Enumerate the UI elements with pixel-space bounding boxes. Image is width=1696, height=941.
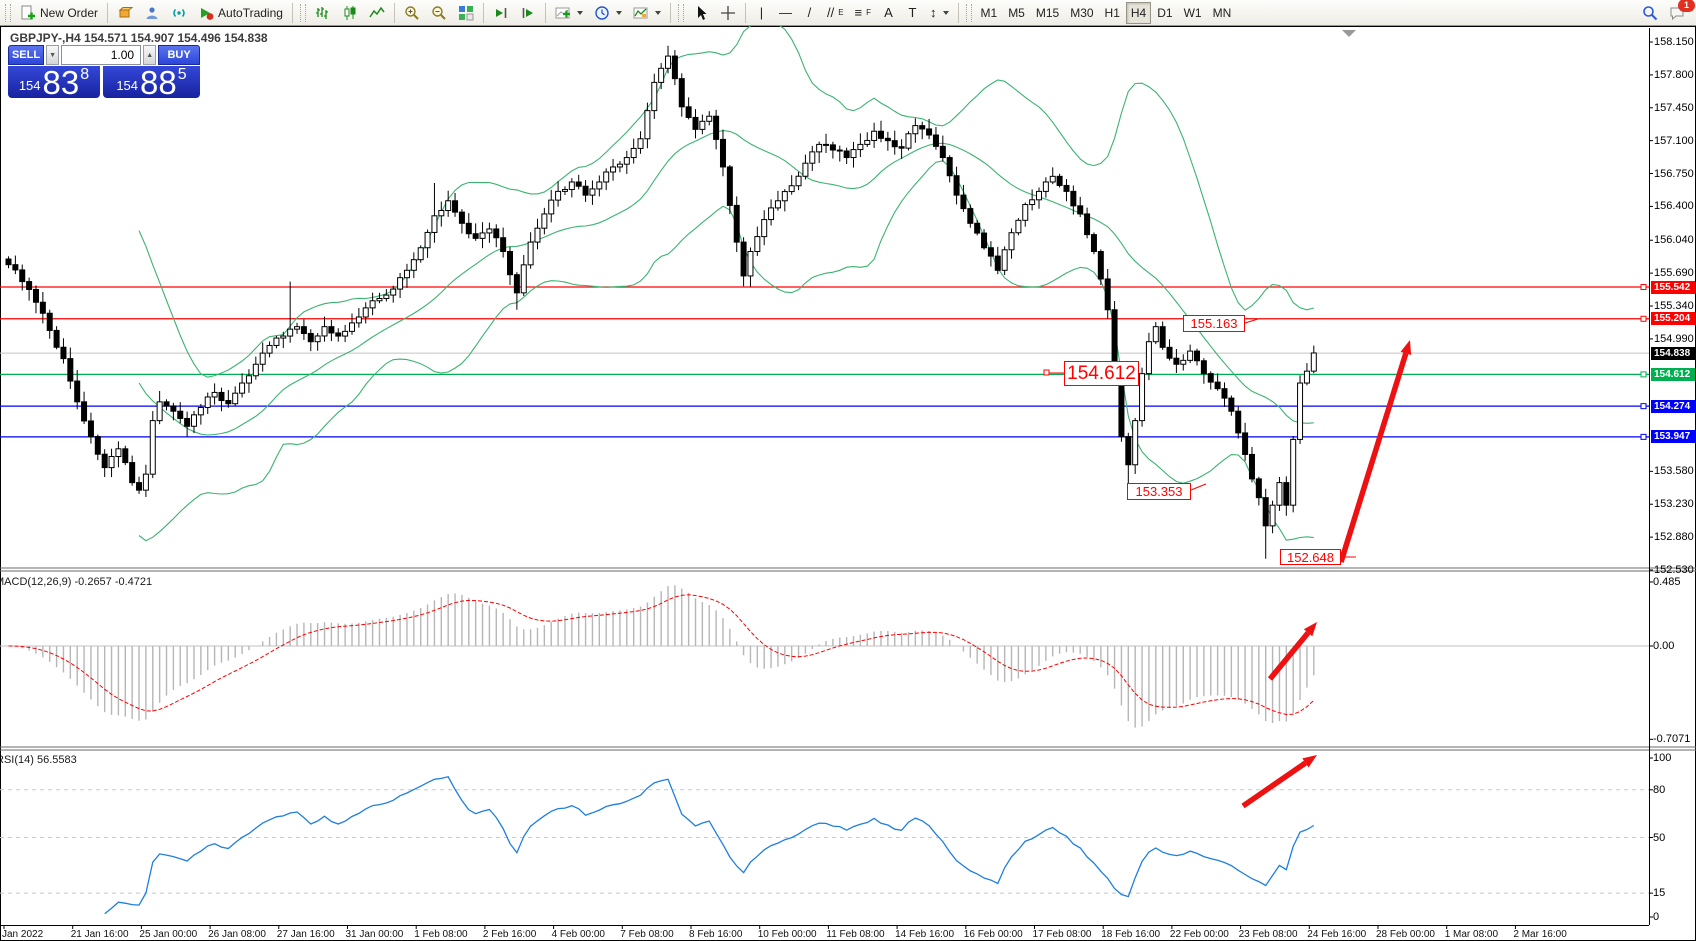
equidistant-channel-button[interactable]: //E [822,2,849,24]
bar-chart-button[interactable] [310,2,336,24]
clock-icon [594,5,610,21]
notification-badge: 1 [1678,0,1695,12]
chevron-down-icon [576,10,583,15]
notifications-button[interactable]: 1 [1664,0,1695,24]
text-label-button[interactable]: T [901,2,924,24]
autotrading-button[interactable]: AutoTrading [193,2,288,24]
chart-shift-button[interactable] [515,2,541,24]
indicators-button[interactable] [550,2,588,24]
fibonacci-button[interactable]: ≡ F [850,2,876,24]
line-chart-button[interactable] [364,2,390,24]
buy-button[interactable]: BUY [158,45,200,65]
data-window-icon [144,5,160,21]
price-callout[interactable]: 155.163 [1183,315,1245,332]
timeframe-m30[interactable]: M30 [1065,2,1098,24]
timeframe-bar: M1 M5 M15 M30 H1 H4 D1 W1 MN [976,1,1237,24]
timeframe-h4[interactable]: H4 [1125,1,1152,24]
horizontal-line-button[interactable]: — [774,2,797,24]
bar-chart-icon [315,5,331,21]
volume-up-button[interactable]: ▲ [143,45,157,65]
timeframe-d1[interactable]: D1 [1152,2,1177,24]
zoom-in-icon [404,5,420,21]
price-callout[interactable]: 154.612 [1064,361,1139,386]
cursor-icon [693,5,709,21]
auto-scroll-button[interactable] [488,2,514,24]
trendline-button[interactable]: / [798,2,821,24]
cursor-button[interactable] [688,2,714,24]
price-callout[interactable]: 152.648 [1280,549,1341,565]
timeframe-m15[interactable]: M15 [1031,2,1064,24]
macd-label: MACD(12,26,9) -0.2657 -0.4721 [0,576,153,588]
chart-title: GBPJPY-,H4 154.571 154.907 154.496 154.8… [10,31,268,45]
auto-scroll-icon [493,5,509,21]
timeframe-mn[interactable]: MN [1208,2,1237,24]
rsi-label: RSI(14) 56.5583 [0,754,77,766]
buy-price[interactable]: 154 88 5 [103,66,200,99]
candlestick-button[interactable] [337,2,363,24]
timeframe-w1[interactable]: W1 [1179,2,1207,24]
data-window-button[interactable] [139,2,165,24]
candlestick-icon [342,5,358,21]
arrows-button[interactable]: ↕ [925,2,954,24]
periods-button[interactable] [589,2,627,24]
toolbar-grip[interactable] [5,3,11,22]
signal-icon [171,5,187,21]
new-order-icon [20,5,36,21]
indicators-icon [555,5,571,21]
chevron-down-icon [654,10,661,15]
zoom-out-icon [431,5,447,21]
signals-button[interactable] [166,2,192,24]
volume-down-button[interactable]: ▼ [46,45,60,65]
toolbar: New Order AutoTrading [0,0,1696,26]
line-chart-icon [369,5,385,21]
timeframe-h1[interactable]: H1 [1100,2,1125,24]
chart-shift-icon [520,5,536,21]
search-icon [1642,5,1658,21]
sell-button[interactable]: SELL [8,45,44,65]
zoom-in-button[interactable] [399,2,425,24]
timeframe-m5[interactable]: M5 [1003,2,1030,24]
new-order-button[interactable]: New Order [15,2,103,24]
templates-button[interactable] [628,2,666,24]
crosshair-icon [720,5,736,21]
text-button[interactable]: A [877,2,900,24]
crosshair-button[interactable] [715,2,741,24]
zoom-out-button[interactable] [426,2,452,24]
chart-window[interactable] [0,26,1696,941]
chevron-down-icon [615,10,622,15]
templates-icon [633,5,649,21]
new-order-label: New Order [40,5,99,20]
tile-windows-icon [458,5,474,21]
autotrading-label: AutoTrading [218,5,283,20]
timeframe-m1[interactable]: M1 [976,2,1003,24]
market-watch-icon [117,5,134,21]
sell-price[interactable]: 154 83 8 [8,66,100,99]
price-callout[interactable]: 153.353 [1127,483,1191,500]
vertical-line-button[interactable]: | [750,2,773,24]
tile-windows-button[interactable] [453,2,479,24]
search-button[interactable] [1637,2,1663,24]
chevron-down-icon [942,10,949,15]
volume-input[interactable] [61,45,142,65]
market-watch-button[interactable] [112,2,138,24]
autotrading-icon [198,5,214,21]
